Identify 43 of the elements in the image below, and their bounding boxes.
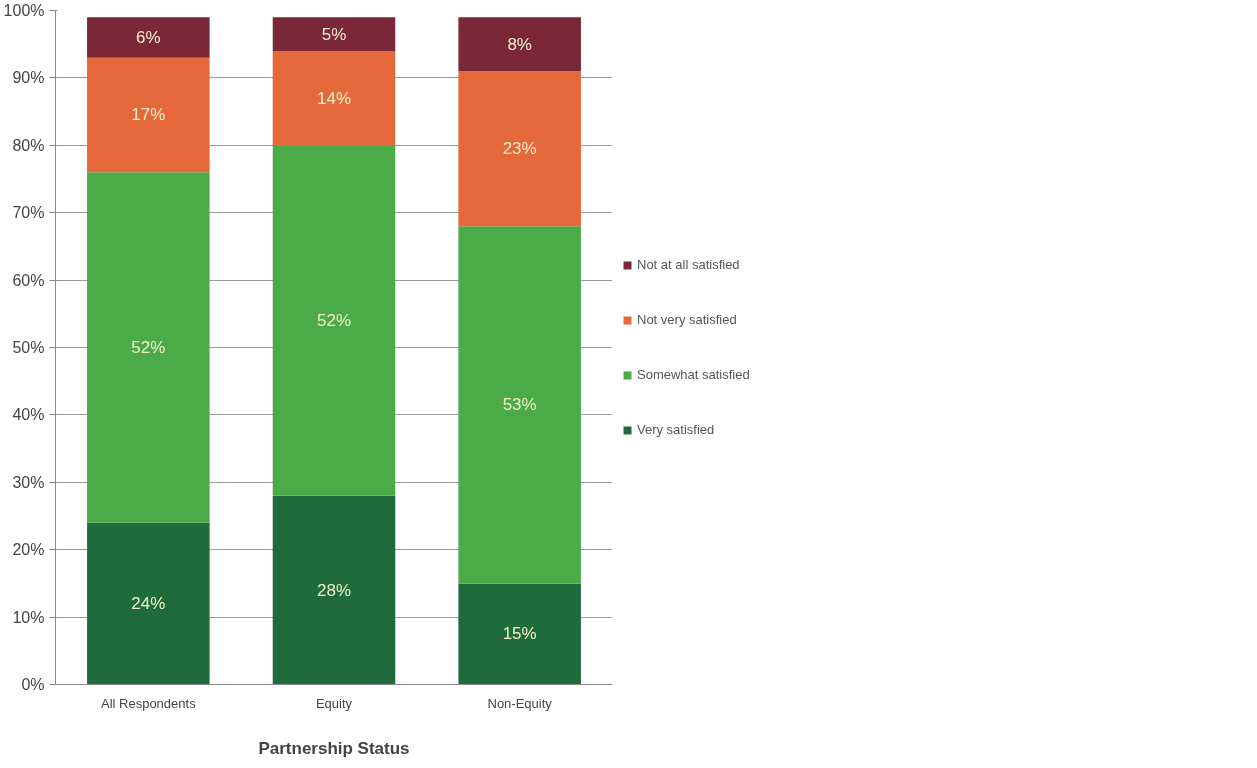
x-axis-title: Partnership Status	[258, 738, 410, 758]
x-tick-label: All Respondents	[101, 695, 197, 711]
bar	[87, 522, 210, 685]
data-label: 17%	[131, 105, 166, 125]
bar	[458, 71, 581, 227]
data-label: 52%	[131, 338, 166, 357]
y-tick-label: 70%	[12, 204, 45, 222]
bar	[87, 17, 210, 58]
x-tick-label: Non-Equity	[487, 695, 553, 711]
legend-label: Very satisfied	[637, 422, 715, 437]
x-tick-label: Equity	[315, 695, 353, 711]
legend-label: Not at all satisfied	[637, 257, 740, 272]
y-tick-label: 90%	[12, 69, 45, 87]
data-label: 6%	[136, 27, 161, 47]
data-label: 8%	[507, 34, 532, 54]
bar	[458, 226, 581, 584]
data-label: 52%	[316, 311, 352, 331]
bar	[458, 17, 581, 72]
y-tick-label: 0%	[21, 676, 45, 693]
y-tick-label: 50%	[12, 339, 45, 356]
data-label: 53%	[502, 395, 537, 415]
bar	[87, 57, 210, 173]
y-tick-label: 30%	[12, 473, 45, 491]
bar	[87, 172, 210, 523]
legend-label: Not very satisfied	[637, 312, 737, 327]
data-label: 23%	[502, 139, 537, 159]
y-tick-label: 60%	[12, 271, 45, 289]
y-tick-label: 100%	[3, 2, 45, 19]
data-label: 5%	[321, 24, 347, 44]
bar	[272, 145, 396, 496]
y-tick-label: 10%	[12, 608, 45, 626]
legend-label: Somewhat satisfied	[637, 367, 750, 382]
data-label: 15%	[502, 624, 537, 644]
data-label: 28%	[316, 580, 352, 600]
y-tick-label: 80%	[12, 136, 45, 154]
y-tick-label: 40%	[12, 406, 45, 424]
bar	[272, 17, 396, 51]
data-label: 24%	[131, 594, 166, 614]
bar	[458, 583, 581, 685]
bar	[272, 50, 396, 146]
data-label: 14%	[316, 88, 352, 108]
y-tick-label: 20%	[12, 541, 45, 559]
bar	[272, 495, 396, 685]
